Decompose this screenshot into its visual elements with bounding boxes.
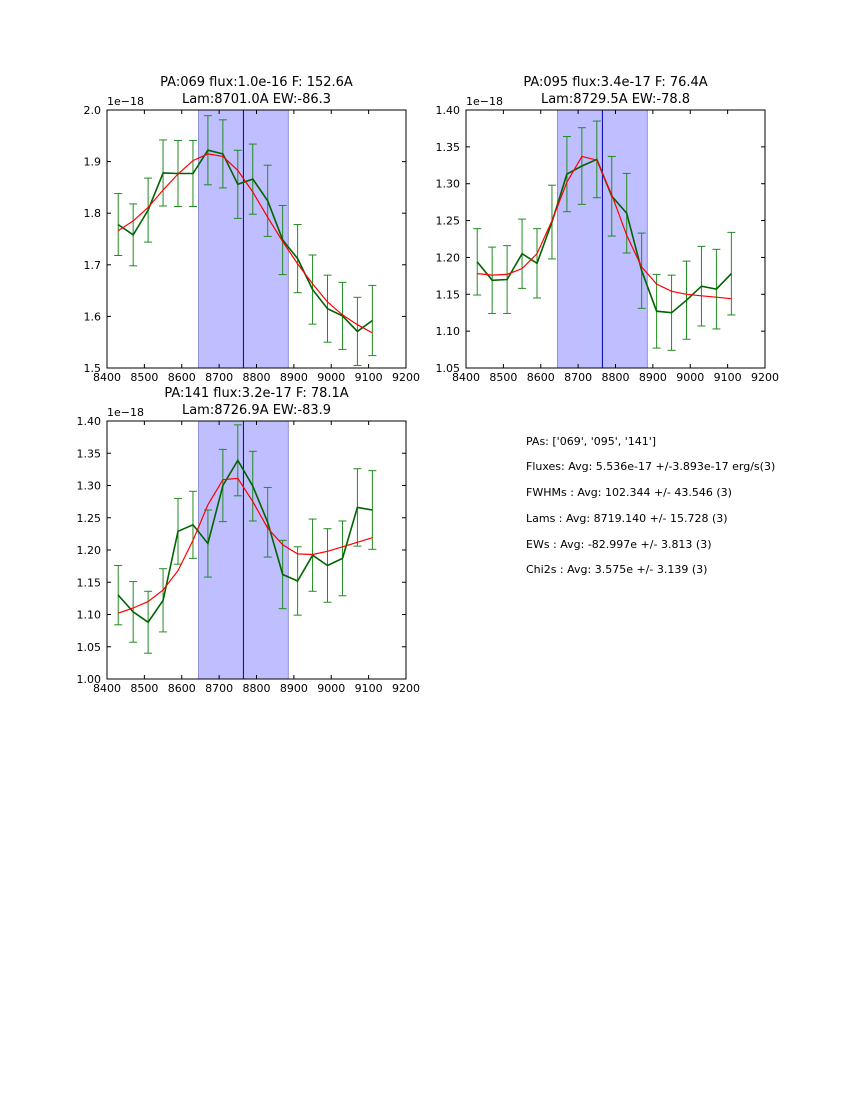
y-offset-label: 1e−18 bbox=[107, 95, 144, 108]
x-tick-label: 8400 bbox=[93, 371, 121, 384]
x-tick-label: 9000 bbox=[676, 371, 704, 384]
x-tick-label: 8600 bbox=[168, 371, 196, 384]
y-tick-label: 1.05 bbox=[436, 362, 461, 375]
x-tick-label: 8700 bbox=[205, 371, 233, 384]
y-tick-label: 1.10 bbox=[77, 609, 102, 622]
y-tick-label: 1.7 bbox=[84, 259, 102, 272]
x-tick-label: 8900 bbox=[280, 371, 308, 384]
panel-title-line2: Lam:8701.0A EW:-86.3 bbox=[182, 92, 331, 107]
x-tick-label: 8800 bbox=[602, 371, 630, 384]
y-tick-label: 1.20 bbox=[436, 251, 461, 264]
x-tick-label: 9100 bbox=[355, 682, 383, 695]
y-tick-label: 1.20 bbox=[77, 544, 102, 557]
x-tick-label: 8900 bbox=[280, 682, 308, 695]
x-tick-label: 9100 bbox=[714, 371, 742, 384]
x-tick-label: 8400 bbox=[93, 682, 121, 695]
x-tick-label: 9200 bbox=[392, 682, 420, 695]
x-tick-label: 8600 bbox=[527, 371, 555, 384]
x-tick-label: 8500 bbox=[130, 371, 158, 384]
stats-chi2s: Chi2s : Avg: 3.575e +/- 3.139 (3) bbox=[526, 563, 707, 576]
y-tick-label: 1.8 bbox=[84, 207, 102, 220]
y-tick-label: 1.35 bbox=[436, 141, 461, 154]
y-tick-label: 1.00 bbox=[77, 673, 102, 686]
panel-title-line1: PA:069 flux:1.0e-16 F: 152.6A bbox=[160, 75, 353, 90]
y-tick-label: 1.15 bbox=[436, 288, 461, 301]
y-tick-label: 1.05 bbox=[77, 641, 102, 654]
x-tick-label: 8600 bbox=[168, 682, 196, 695]
y-tick-label: 1.40 bbox=[77, 415, 102, 428]
x-tick-label: 8500 bbox=[130, 682, 158, 695]
y-tick-label: 1.5 bbox=[84, 362, 102, 375]
stats-summary: PAs: ['069', '095', '141'] Fluxes: Avg: … bbox=[526, 435, 775, 576]
data-series-line bbox=[117, 458, 373, 624]
x-tick-label: 9200 bbox=[751, 371, 779, 384]
stats-fwhms: FWHMs : Avg: 102.344 +/- 43.546 (3) bbox=[526, 486, 732, 499]
x-tick-label: 8800 bbox=[243, 371, 271, 384]
x-tick-label: 8900 bbox=[639, 371, 667, 384]
x-tick-label: 8700 bbox=[205, 682, 233, 695]
panel-title-line1: PA:095 flux:3.4e-17 F: 76.4A bbox=[523, 75, 707, 90]
y-tick-label: 1.6 bbox=[84, 310, 102, 323]
y-tick-label: 1.25 bbox=[77, 512, 102, 525]
stats-pas: PAs: ['069', '095', '141'] bbox=[526, 435, 656, 448]
y-tick-label: 1.9 bbox=[84, 156, 102, 169]
x-tick-label: 9200 bbox=[392, 371, 420, 384]
x-tick-label: 9000 bbox=[317, 371, 345, 384]
y-tick-label: 1.15 bbox=[77, 576, 102, 589]
x-tick-label: 9100 bbox=[355, 371, 383, 384]
y-tick-label: 1.35 bbox=[77, 447, 102, 460]
model-fit-line bbox=[118, 477, 373, 614]
model-fit-line bbox=[117, 153, 373, 334]
y-offset-label: 1e−18 bbox=[466, 95, 503, 108]
stats-ews: EWs : Avg: -82.997e +/- 3.813 (3) bbox=[526, 538, 712, 551]
panel-title-line2: Lam:8726.9A EW:-83.9 bbox=[182, 403, 331, 418]
model-fit-line bbox=[477, 155, 732, 300]
spectrum-panel-pa069: PA:069 flux:1.0e-16 F: 152.6A Lam:8701.0A… bbox=[84, 75, 421, 384]
x-tick-label: 8700 bbox=[564, 371, 592, 384]
x-tick-label: 8500 bbox=[489, 371, 517, 384]
panel-title-line1: PA:141 flux:3.2e-17 F: 78.1A bbox=[164, 386, 348, 401]
stats-lams: Lams : Avg: 8719.140 +/- 15.728 (3) bbox=[526, 512, 728, 525]
x-tick-label: 8400 bbox=[452, 371, 480, 384]
y-tick-label: 1.40 bbox=[436, 104, 461, 117]
y-tick-label: 1.25 bbox=[436, 215, 461, 228]
y-tick-label: 1.30 bbox=[436, 178, 461, 191]
y-offset-label: 1e−18 bbox=[107, 406, 144, 419]
spectrum-panel-pa095: PA:095 flux:3.4e-17 F: 76.4A Lam:8729.5A … bbox=[436, 75, 780, 384]
x-tick-label: 8800 bbox=[243, 682, 271, 695]
panel-title-line2: Lam:8729.5A EW:-78.8 bbox=[541, 92, 690, 107]
y-tick-label: 2.0 bbox=[84, 104, 102, 117]
spectrum-panel-pa141: PA:141 flux:3.2e-17 F: 78.1A Lam:8726.9A … bbox=[77, 386, 421, 695]
x-tick-label: 9000 bbox=[317, 682, 345, 695]
y-tick-label: 1.30 bbox=[77, 480, 102, 493]
y-tick-label: 1.10 bbox=[436, 325, 461, 338]
stats-fluxes: Fluxes: Avg: 5.536e-17 +/-3.893e-17 erg/… bbox=[526, 460, 775, 473]
